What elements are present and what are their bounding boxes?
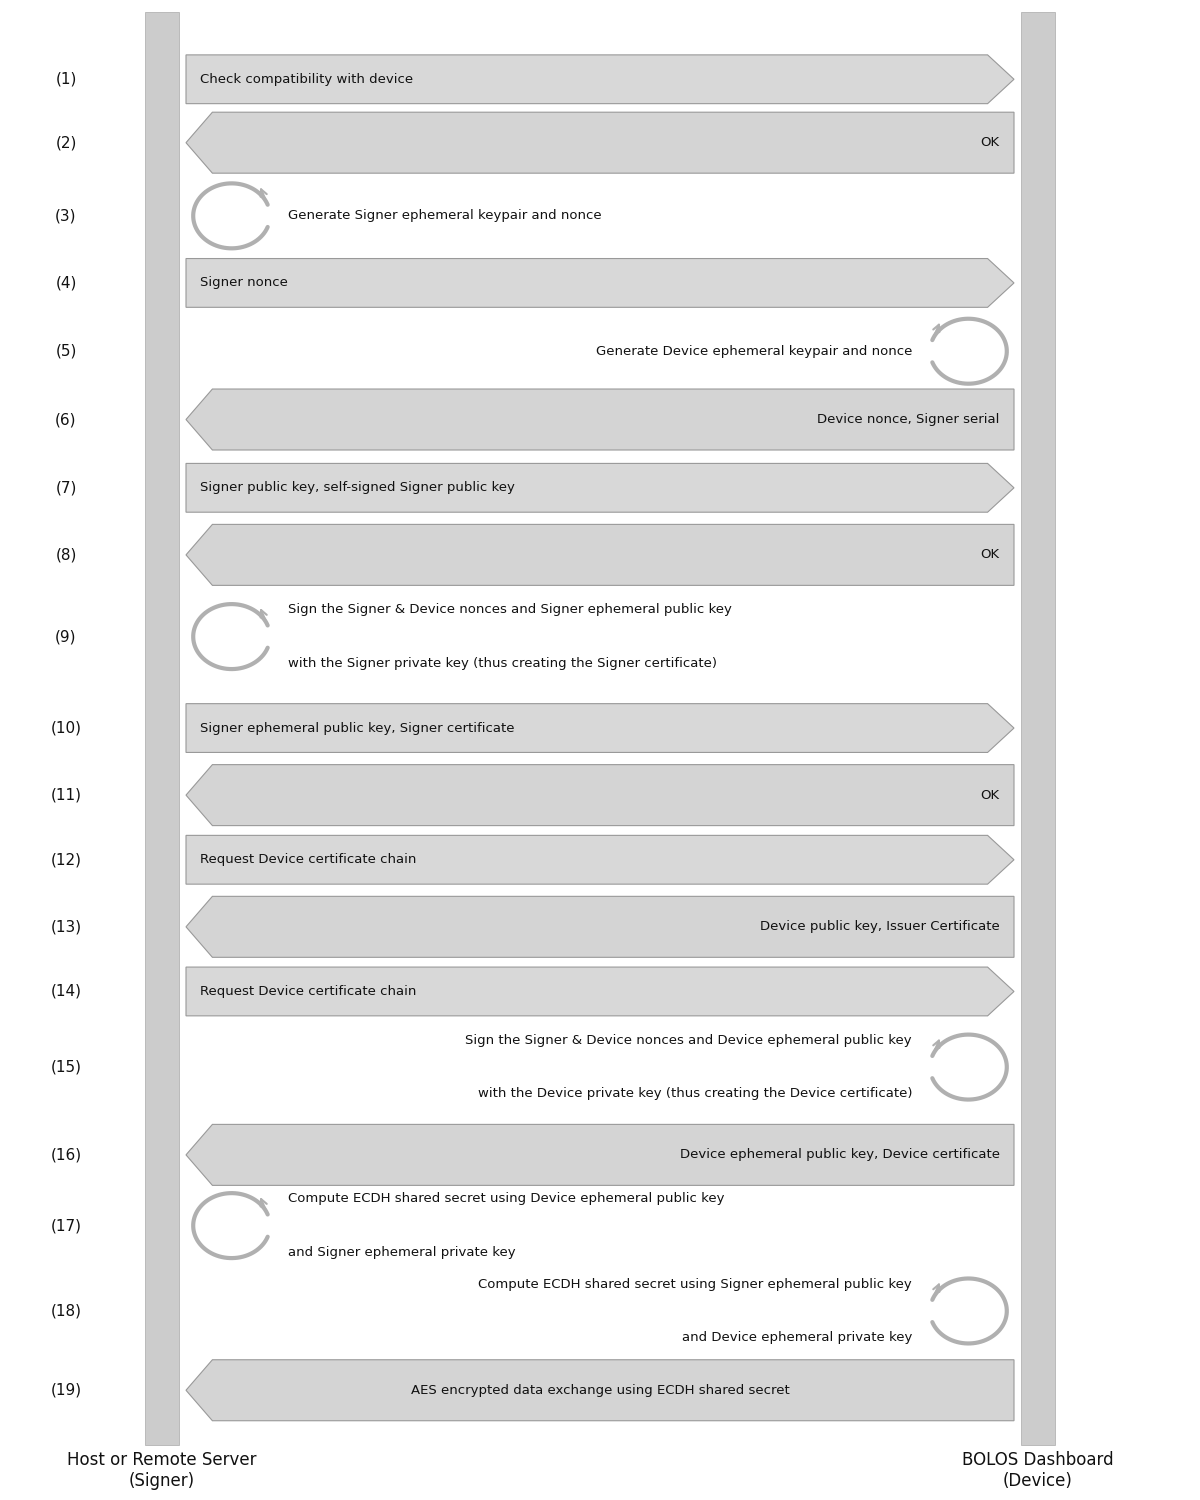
Text: Signer nonce: Signer nonce bbox=[200, 276, 288, 290]
Text: Device public key, Issuer Certificate: Device public key, Issuer Certificate bbox=[760, 921, 1000, 933]
Polygon shape bbox=[186, 1125, 1014, 1185]
Text: (1): (1) bbox=[55, 72, 77, 87]
Polygon shape bbox=[186, 765, 1014, 825]
Text: Generate Device ephemeral keypair and nonce: Generate Device ephemeral keypair and no… bbox=[595, 345, 912, 357]
Text: (3): (3) bbox=[55, 209, 77, 224]
Text: (10): (10) bbox=[50, 720, 82, 735]
Polygon shape bbox=[1021, 12, 1055, 1444]
Polygon shape bbox=[186, 836, 1014, 884]
Text: (7): (7) bbox=[55, 480, 77, 495]
Text: OK: OK bbox=[980, 549, 1000, 561]
Text: (17): (17) bbox=[50, 1218, 82, 1233]
Text: (11): (11) bbox=[50, 788, 82, 802]
Text: Host or Remote Server
(Signer): Host or Remote Server (Signer) bbox=[67, 1450, 257, 1490]
Text: Device ephemeral public key, Device certificate: Device ephemeral public key, Device cert… bbox=[679, 1149, 1000, 1161]
Text: AES encrypted data exchange using ECDH shared secret: AES encrypted data exchange using ECDH s… bbox=[410, 1383, 790, 1396]
Text: Request Device certificate chain: Request Device certificate chain bbox=[200, 986, 416, 998]
Text: and Signer ephemeral private key: and Signer ephemeral private key bbox=[288, 1246, 516, 1258]
Text: with the Device private key (thus creating the Device certificate): with the Device private key (thus creati… bbox=[478, 1088, 912, 1101]
Text: OK: OK bbox=[980, 789, 1000, 801]
Polygon shape bbox=[186, 464, 1014, 512]
Text: (9): (9) bbox=[55, 628, 77, 644]
Text: Check compatibility with device: Check compatibility with device bbox=[200, 74, 414, 86]
Text: (6): (6) bbox=[55, 413, 77, 428]
Text: Signer public key, self-signed Signer public key: Signer public key, self-signed Signer pu… bbox=[200, 482, 515, 495]
Text: Sign the Signer & Device nonces and Signer ephemeral public key: Sign the Signer & Device nonces and Sign… bbox=[288, 603, 732, 616]
Polygon shape bbox=[186, 388, 1014, 450]
Polygon shape bbox=[186, 258, 1014, 308]
Text: (5): (5) bbox=[55, 344, 77, 358]
Polygon shape bbox=[145, 12, 179, 1444]
Polygon shape bbox=[186, 897, 1014, 957]
Polygon shape bbox=[186, 1360, 1014, 1420]
Polygon shape bbox=[186, 525, 1014, 585]
Text: with the Signer private key (thus creating the Signer certificate): with the Signer private key (thus creati… bbox=[288, 657, 718, 670]
Polygon shape bbox=[186, 968, 1014, 1016]
Text: Signer ephemeral public key, Signer certificate: Signer ephemeral public key, Signer cert… bbox=[200, 722, 515, 735]
Text: (8): (8) bbox=[55, 548, 77, 562]
Text: OK: OK bbox=[980, 136, 1000, 148]
Text: (2): (2) bbox=[55, 135, 77, 150]
Text: BOLOS Dashboard
(Device): BOLOS Dashboard (Device) bbox=[962, 1450, 1114, 1490]
Text: Generate Signer ephemeral keypair and nonce: Generate Signer ephemeral keypair and no… bbox=[288, 210, 601, 222]
Text: (19): (19) bbox=[50, 1383, 82, 1398]
Text: (18): (18) bbox=[50, 1304, 82, 1318]
Text: (4): (4) bbox=[55, 276, 77, 291]
Text: Request Device certificate chain: Request Device certificate chain bbox=[200, 853, 416, 867]
Text: (15): (15) bbox=[50, 1059, 82, 1074]
Text: (16): (16) bbox=[50, 1148, 82, 1162]
Polygon shape bbox=[186, 56, 1014, 104]
Polygon shape bbox=[186, 112, 1014, 172]
Text: (13): (13) bbox=[50, 920, 82, 934]
Polygon shape bbox=[186, 704, 1014, 753]
Text: and Device ephemeral private key: and Device ephemeral private key bbox=[682, 1332, 912, 1344]
Text: Compute ECDH shared secret using Device ephemeral public key: Compute ECDH shared secret using Device … bbox=[288, 1192, 725, 1206]
Text: (12): (12) bbox=[50, 852, 82, 867]
Text: Device nonce, Signer serial: Device nonce, Signer serial bbox=[817, 413, 1000, 426]
Text: Sign the Signer & Device nonces and Device ephemeral public key: Sign the Signer & Device nonces and Devi… bbox=[466, 1034, 912, 1047]
Text: Compute ECDH shared secret using Signer ephemeral public key: Compute ECDH shared secret using Signer … bbox=[479, 1278, 912, 1290]
Text: (14): (14) bbox=[50, 984, 82, 999]
